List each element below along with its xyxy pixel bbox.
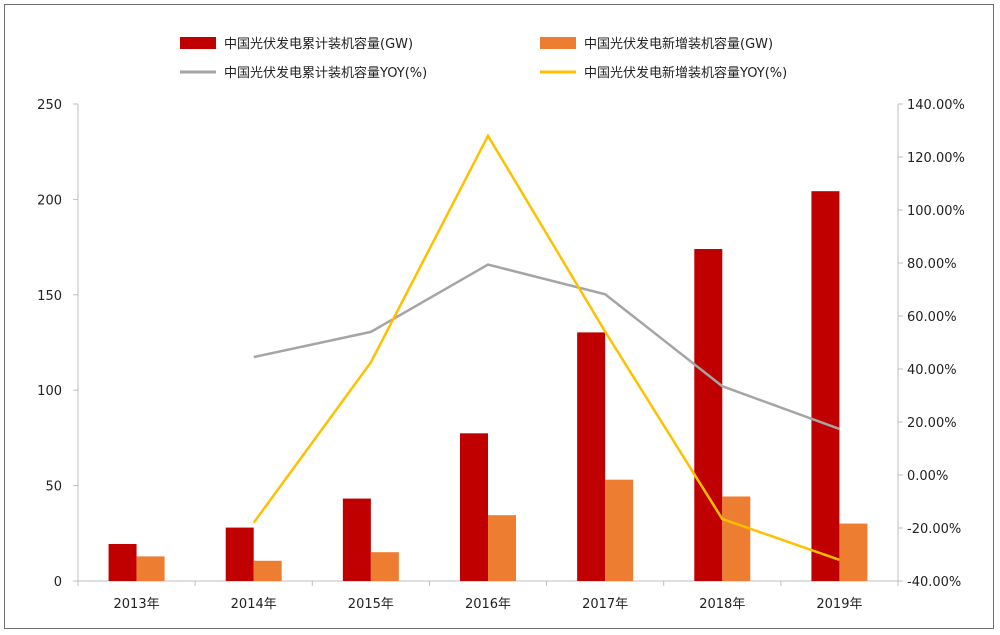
y-right-tick-label: 0.00% (907, 469, 948, 484)
x-tick-label: 2014年 (231, 597, 277, 612)
y-left-tick-label: 50 (45, 480, 62, 495)
y-left-tick-label: 200 (37, 193, 62, 208)
bar-series-0-2019年 (811, 191, 840, 581)
legend-label-3: 中国光伏发电新增装机容量YOY(%) (584, 65, 787, 81)
y-right-tick-label: 140.00% (907, 98, 965, 113)
y-right-tick-label: 80.00% (907, 257, 957, 272)
bar-series-1-2018年 (722, 496, 751, 581)
bar-series-0-2014年 (225, 527, 254, 581)
bar-series-0-2013年 (108, 543, 137, 581)
legend-swatch-1 (540, 37, 576, 49)
y-right-tick-label: -40.00% (907, 575, 961, 590)
y-left-tick-label: 0 (54, 575, 62, 590)
bar-series-1-2017年 (605, 479, 634, 581)
bar-series-0-2015年 (342, 498, 371, 581)
bar-series-0-2018年 (694, 249, 723, 581)
legend-label-0: 中国光伏发电累计装机容量(GW) (224, 36, 413, 52)
x-tick-label: 2018年 (699, 597, 745, 612)
bar-series-0-2017年 (577, 332, 606, 581)
y-right-tick-label: -20.00% (907, 522, 961, 537)
x-tick-label: 2016年 (465, 597, 511, 612)
legend-swatch-0 (180, 37, 216, 49)
bar-series-1-2016年 (488, 515, 516, 581)
y-left-tick-label: 250 (37, 98, 62, 113)
y-left-tick-label: 100 (37, 384, 62, 399)
bar-series-1-2013年 (136, 556, 165, 581)
x-tick-label: 2019年 (816, 597, 862, 612)
y-right-tick-label: 20.00% (907, 416, 957, 431)
bar-series-1-2019年 (839, 523, 868, 581)
bar-series-0-2016年 (460, 433, 488, 581)
x-tick-label: 2013年 (114, 597, 160, 612)
legend-label-1: 中国光伏发电新增装机容量(GW) (584, 36, 773, 52)
bar-series-1-2015年 (370, 552, 399, 581)
y-right-tick-label: 120.00% (907, 151, 965, 166)
y-left-tick-label: 150 (37, 289, 62, 304)
line-series-2 (253, 263, 840, 431)
x-tick-label: 2015年 (348, 597, 394, 612)
bar-series-1-2014年 (253, 560, 282, 581)
line-series-3 (252, 133, 840, 561)
x-tick-label: 2017年 (582, 597, 628, 612)
y-right-tick-label: 100.00% (907, 204, 965, 219)
y-right-tick-label: 40.00% (907, 363, 957, 378)
y-right-tick-label: 60.00% (907, 310, 957, 325)
legend-label-2: 中国光伏发电累计装机容量YOY(%) (224, 65, 427, 81)
